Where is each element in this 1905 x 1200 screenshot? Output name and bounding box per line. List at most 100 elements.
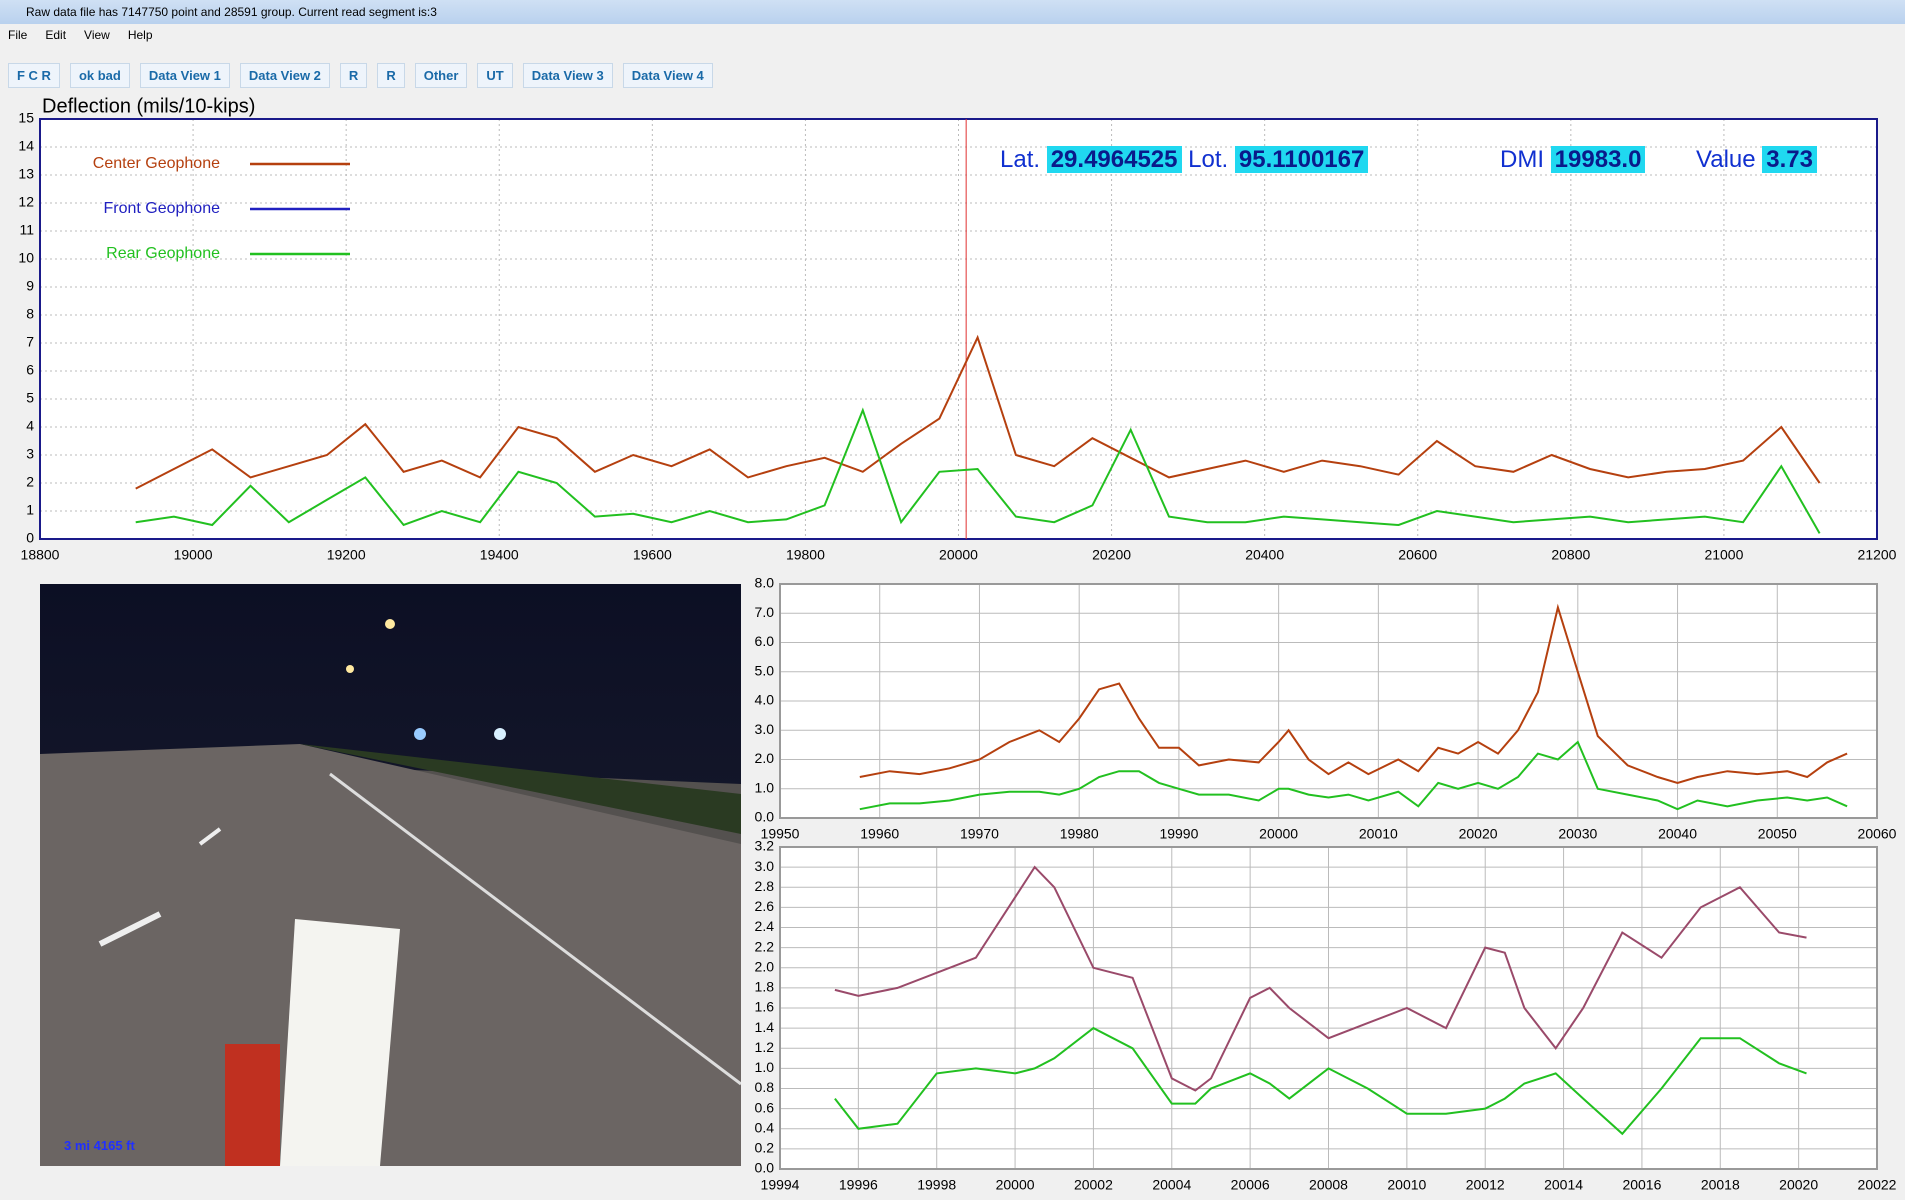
y-tick-label: 14: [18, 138, 34, 154]
video-overlay: 3 mi 4165 ft: [64, 1138, 135, 1153]
page: Deflection viewer {"window": {"title": "…: [0, 0, 1905, 1200]
video-frame: [40, 584, 741, 1166]
chart-title: Deflection (mils/10-kips): [42, 95, 255, 117]
x-tick-label: 20030: [1558, 826, 1597, 842]
x-tick-label: 19800: [786, 547, 825, 563]
x-tick-label: 19980: [1060, 826, 1099, 842]
x-tick-label: 20200: [1092, 547, 1131, 563]
y-tick-label: 0.6: [755, 1099, 775, 1115]
x-tick-label: 20020: [1779, 1177, 1818, 1193]
y-tick-label: 1.2: [755, 1039, 775, 1055]
y-tick-label: 3.0: [755, 858, 775, 874]
y-tick-label: 0.0: [755, 1160, 775, 1176]
y-tick-label: 13: [18, 166, 34, 182]
value-value: 3.73: [1762, 146, 1817, 173]
y-tick-label: 0.4: [755, 1119, 775, 1135]
x-tick-label: 20000: [939, 547, 978, 563]
x-tick-label: 20600: [1398, 547, 1437, 563]
y-tick-label: 9: [26, 278, 34, 294]
x-tick-label: 20010: [1387, 1177, 1426, 1193]
y-tick-label: 2.0: [755, 750, 775, 766]
x-tick-label: 20012: [1466, 1177, 1505, 1193]
x-tick-label: 21000: [1704, 547, 1743, 563]
y-tick-label: 1.0: [755, 779, 775, 795]
x-tick-label: 20006: [1231, 1177, 1270, 1193]
y-tick-label: 2.0: [755, 958, 775, 974]
y-tick-label: 7.0: [755, 604, 775, 620]
x-tick-label: 18800: [21, 547, 60, 563]
y-tick-label: 1.4: [755, 1019, 775, 1035]
y-tick-label: 10: [18, 250, 34, 266]
x-tick-label: 20004: [1152, 1177, 1191, 1193]
x-tick-label: 20020: [1459, 826, 1498, 842]
x-tick-label: 20050: [1758, 826, 1797, 842]
value-label: Value: [1696, 146, 1756, 173]
y-tick-label: 3.0: [755, 721, 775, 737]
dmi-value: 19983.0: [1551, 146, 1646, 173]
legend-label: Center Geophone: [93, 155, 220, 172]
x-tick-label: 19970: [960, 826, 999, 842]
y-tick-label: 2: [26, 474, 34, 490]
x-tick-label: 20000: [1259, 826, 1298, 842]
y-tick-label: 2.6: [755, 898, 775, 914]
x-tick-label: 19200: [327, 547, 366, 563]
y-tick-label: 1.6: [755, 999, 775, 1015]
y-tick-label: 8.0: [755, 575, 775, 591]
dmi-readout: DMI 19983.0: [1500, 146, 1645, 174]
y-tick-label: 2.8: [755, 878, 775, 894]
y-tick-label: 5: [26, 390, 34, 406]
y-tick-label: 4: [26, 418, 34, 434]
y-tick-label: 12: [18, 194, 34, 210]
y-tick-label: 0.0: [755, 809, 775, 825]
x-tick-label: 20002: [1074, 1177, 1113, 1193]
y-tick-label: 1.8: [755, 979, 775, 995]
y-tick-label: 7: [26, 334, 34, 350]
x-tick-label: 20060: [1858, 826, 1897, 842]
y-tick-label: 1.0: [755, 1059, 775, 1075]
y-tick-label: 5.0: [755, 662, 775, 678]
x-tick-label: 20008: [1309, 1177, 1348, 1193]
x-tick-label: 19998: [917, 1177, 956, 1193]
x-tick-label: 19994: [761, 1177, 800, 1193]
value-readout: Value 3.73: [1696, 146, 1817, 174]
dmi-label: DMI: [1500, 146, 1544, 173]
y-tick-label: 8: [26, 306, 34, 322]
y-tick-label: 3: [26, 446, 34, 462]
x-tick-label: 19960: [860, 826, 899, 842]
x-tick-label: 20800: [1551, 547, 1590, 563]
y-tick-label: 3.2: [755, 838, 775, 854]
y-tick-label: 1: [26, 502, 34, 518]
y-tick-label: 4.0: [755, 692, 775, 708]
x-tick-label: 20010: [1359, 826, 1398, 842]
x-tick-label: 19600: [633, 547, 672, 563]
y-tick-label: 2.4: [755, 918, 775, 934]
x-tick-label: 20018: [1701, 1177, 1740, 1193]
x-tick-label: 20040: [1658, 826, 1697, 842]
x-tick-label: 20016: [1622, 1177, 1661, 1193]
y-tick-label: 11: [19, 222, 34, 238]
x-tick-label: 21200: [1858, 547, 1897, 563]
y-tick-label: 6: [26, 362, 34, 378]
lat-value: 29.4964525: [1047, 146, 1182, 173]
x-tick-label: 20022: [1858, 1177, 1897, 1193]
y-tick-label: 15: [18, 110, 34, 126]
y-tick-label: 6.0: [755, 633, 775, 649]
x-tick-label: 19990: [1159, 826, 1198, 842]
legend-label: Front Geophone: [103, 200, 220, 217]
x-tick-label: 19996: [839, 1177, 878, 1193]
lon-label: Lot.: [1188, 146, 1228, 173]
x-tick-label: 19400: [480, 547, 519, 563]
y-tick-label: 0.2: [755, 1140, 775, 1156]
x-tick-label: 20400: [1245, 547, 1284, 563]
y-tick-label: 2.2: [755, 938, 775, 954]
legend-label: Rear Geophone: [106, 245, 220, 262]
y-tick-label: 0: [26, 530, 34, 546]
x-tick-label: 20000: [996, 1177, 1035, 1193]
x-tick-label: 20014: [1544, 1177, 1583, 1193]
x-tick-label: 19000: [174, 547, 213, 563]
lat-readout: Lat. 29.4964525 Lot. 95.1100167: [1000, 146, 1368, 174]
screen: Raw data file has 7147750 point and 2859…: [0, 0, 1905, 1200]
y-tick-label: 0.8: [755, 1079, 775, 1095]
lat-label: Lat.: [1000, 146, 1040, 173]
lon-value: 95.1100167: [1235, 146, 1368, 173]
